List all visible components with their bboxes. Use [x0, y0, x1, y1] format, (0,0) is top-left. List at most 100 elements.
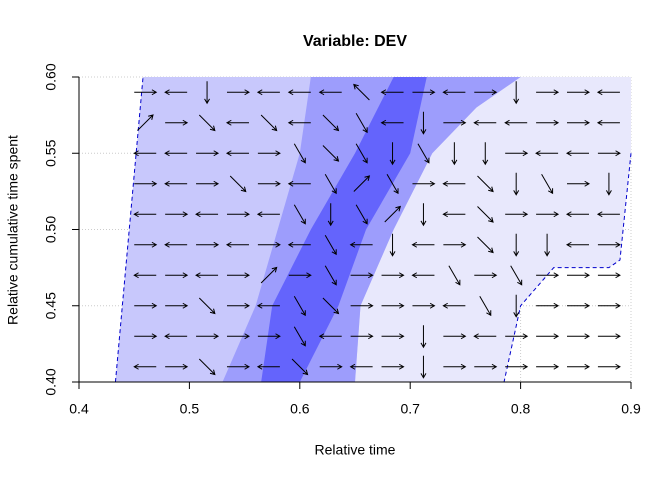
arrow: [165, 211, 189, 218]
arrow: [257, 180, 281, 187]
arrow: [411, 241, 435, 248]
arrow: [293, 326, 306, 347]
x-tick-label: 0.4: [69, 401, 89, 417]
arrow: [442, 211, 466, 218]
arrow: [133, 363, 157, 370]
arrow: [536, 119, 560, 126]
arrow: [291, 358, 309, 376]
arrow: [381, 333, 405, 340]
arrow: [420, 203, 427, 227]
arrow: [536, 302, 560, 309]
arrow: [165, 272, 189, 279]
arrow: [442, 180, 466, 187]
arrow: [420, 325, 427, 349]
arrow: [134, 241, 158, 248]
y-tick-label: 0.45: [43, 292, 59, 319]
x-tick-label: 0.9: [621, 401, 641, 417]
arrow: [226, 302, 250, 309]
arrow: [165, 363, 189, 370]
arrow: [204, 81, 210, 105]
arrow: [287, 180, 311, 187]
x-axis-label: Relative time: [315, 442, 396, 458]
arrow: [198, 358, 216, 376]
arrow: [536, 211, 560, 218]
arrow: [389, 233, 396, 257]
arrow: [353, 175, 371, 192]
arrow: [293, 204, 306, 225]
arrow: [226, 89, 250, 96]
arrow: [536, 333, 560, 340]
arrow: [287, 89, 311, 96]
arrow: [473, 333, 497, 340]
arrow: [443, 333, 467, 340]
arrow: [355, 143, 368, 164]
arrow: [482, 142, 489, 166]
arrow: [389, 142, 396, 166]
arrow: [380, 89, 404, 96]
arrow: [477, 206, 494, 223]
arrow: [536, 272, 560, 279]
arrow: [164, 89, 188, 96]
arrow: [411, 272, 435, 279]
arrow: [479, 295, 492, 317]
arrow: [257, 150, 281, 157]
arrow: [567, 272, 591, 279]
arrow: [293, 295, 306, 317]
arrow: [597, 363, 621, 370]
arrow: [196, 150, 220, 157]
arrow: [451, 142, 458, 166]
arrow: [256, 211, 280, 218]
arrow: [226, 272, 250, 279]
arrow: [226, 363, 250, 370]
arrow: [544, 233, 551, 257]
arrow: [474, 363, 498, 370]
arrow: [260, 266, 278, 284]
arrow: [513, 172, 520, 196]
arrow: [355, 112, 368, 134]
arrow: [164, 180, 188, 187]
arrow: [541, 173, 554, 195]
arrow: [412, 302, 436, 309]
arrow: [477, 236, 494, 254]
arrow: [474, 272, 498, 279]
arrow: [412, 89, 436, 96]
arrow: [597, 333, 621, 340]
arrow: [164, 333, 188, 340]
y-tick-label: 0.50: [43, 216, 59, 243]
arrow: [324, 265, 337, 286]
y-tick-label: 0.55: [43, 139, 59, 166]
arrow: [384, 205, 402, 223]
arrow: [505, 363, 529, 370]
arrow: [566, 211, 590, 218]
arrow: [165, 119, 189, 126]
arrow: [164, 241, 188, 248]
arrow: [322, 297, 340, 315]
arrow: [287, 241, 311, 248]
arrow: [133, 211, 157, 218]
arrow: [195, 211, 219, 218]
arrow: [293, 143, 306, 164]
arrow: [597, 241, 621, 248]
arrow: [477, 175, 494, 193]
arrow: [597, 150, 621, 157]
arrow: [164, 150, 188, 157]
arrow: [133, 150, 157, 157]
arrow: [605, 172, 612, 196]
arrow: [381, 302, 405, 309]
arrow: [505, 333, 529, 340]
arrow: [443, 119, 467, 126]
x-tick-label: 0.8: [511, 401, 531, 417]
arrow: [596, 211, 620, 218]
arrow: [256, 363, 280, 370]
arrow: [535, 150, 559, 157]
arrow: [567, 180, 591, 187]
arrow: [257, 241, 281, 248]
x-tick-label: 0.6: [290, 401, 310, 417]
arrow: [226, 211, 250, 218]
x-tick-label: 0.5: [180, 401, 200, 417]
arrow: [597, 302, 621, 309]
arrow: [318, 333, 342, 340]
arrow: [195, 272, 219, 279]
arrow: [381, 272, 405, 279]
